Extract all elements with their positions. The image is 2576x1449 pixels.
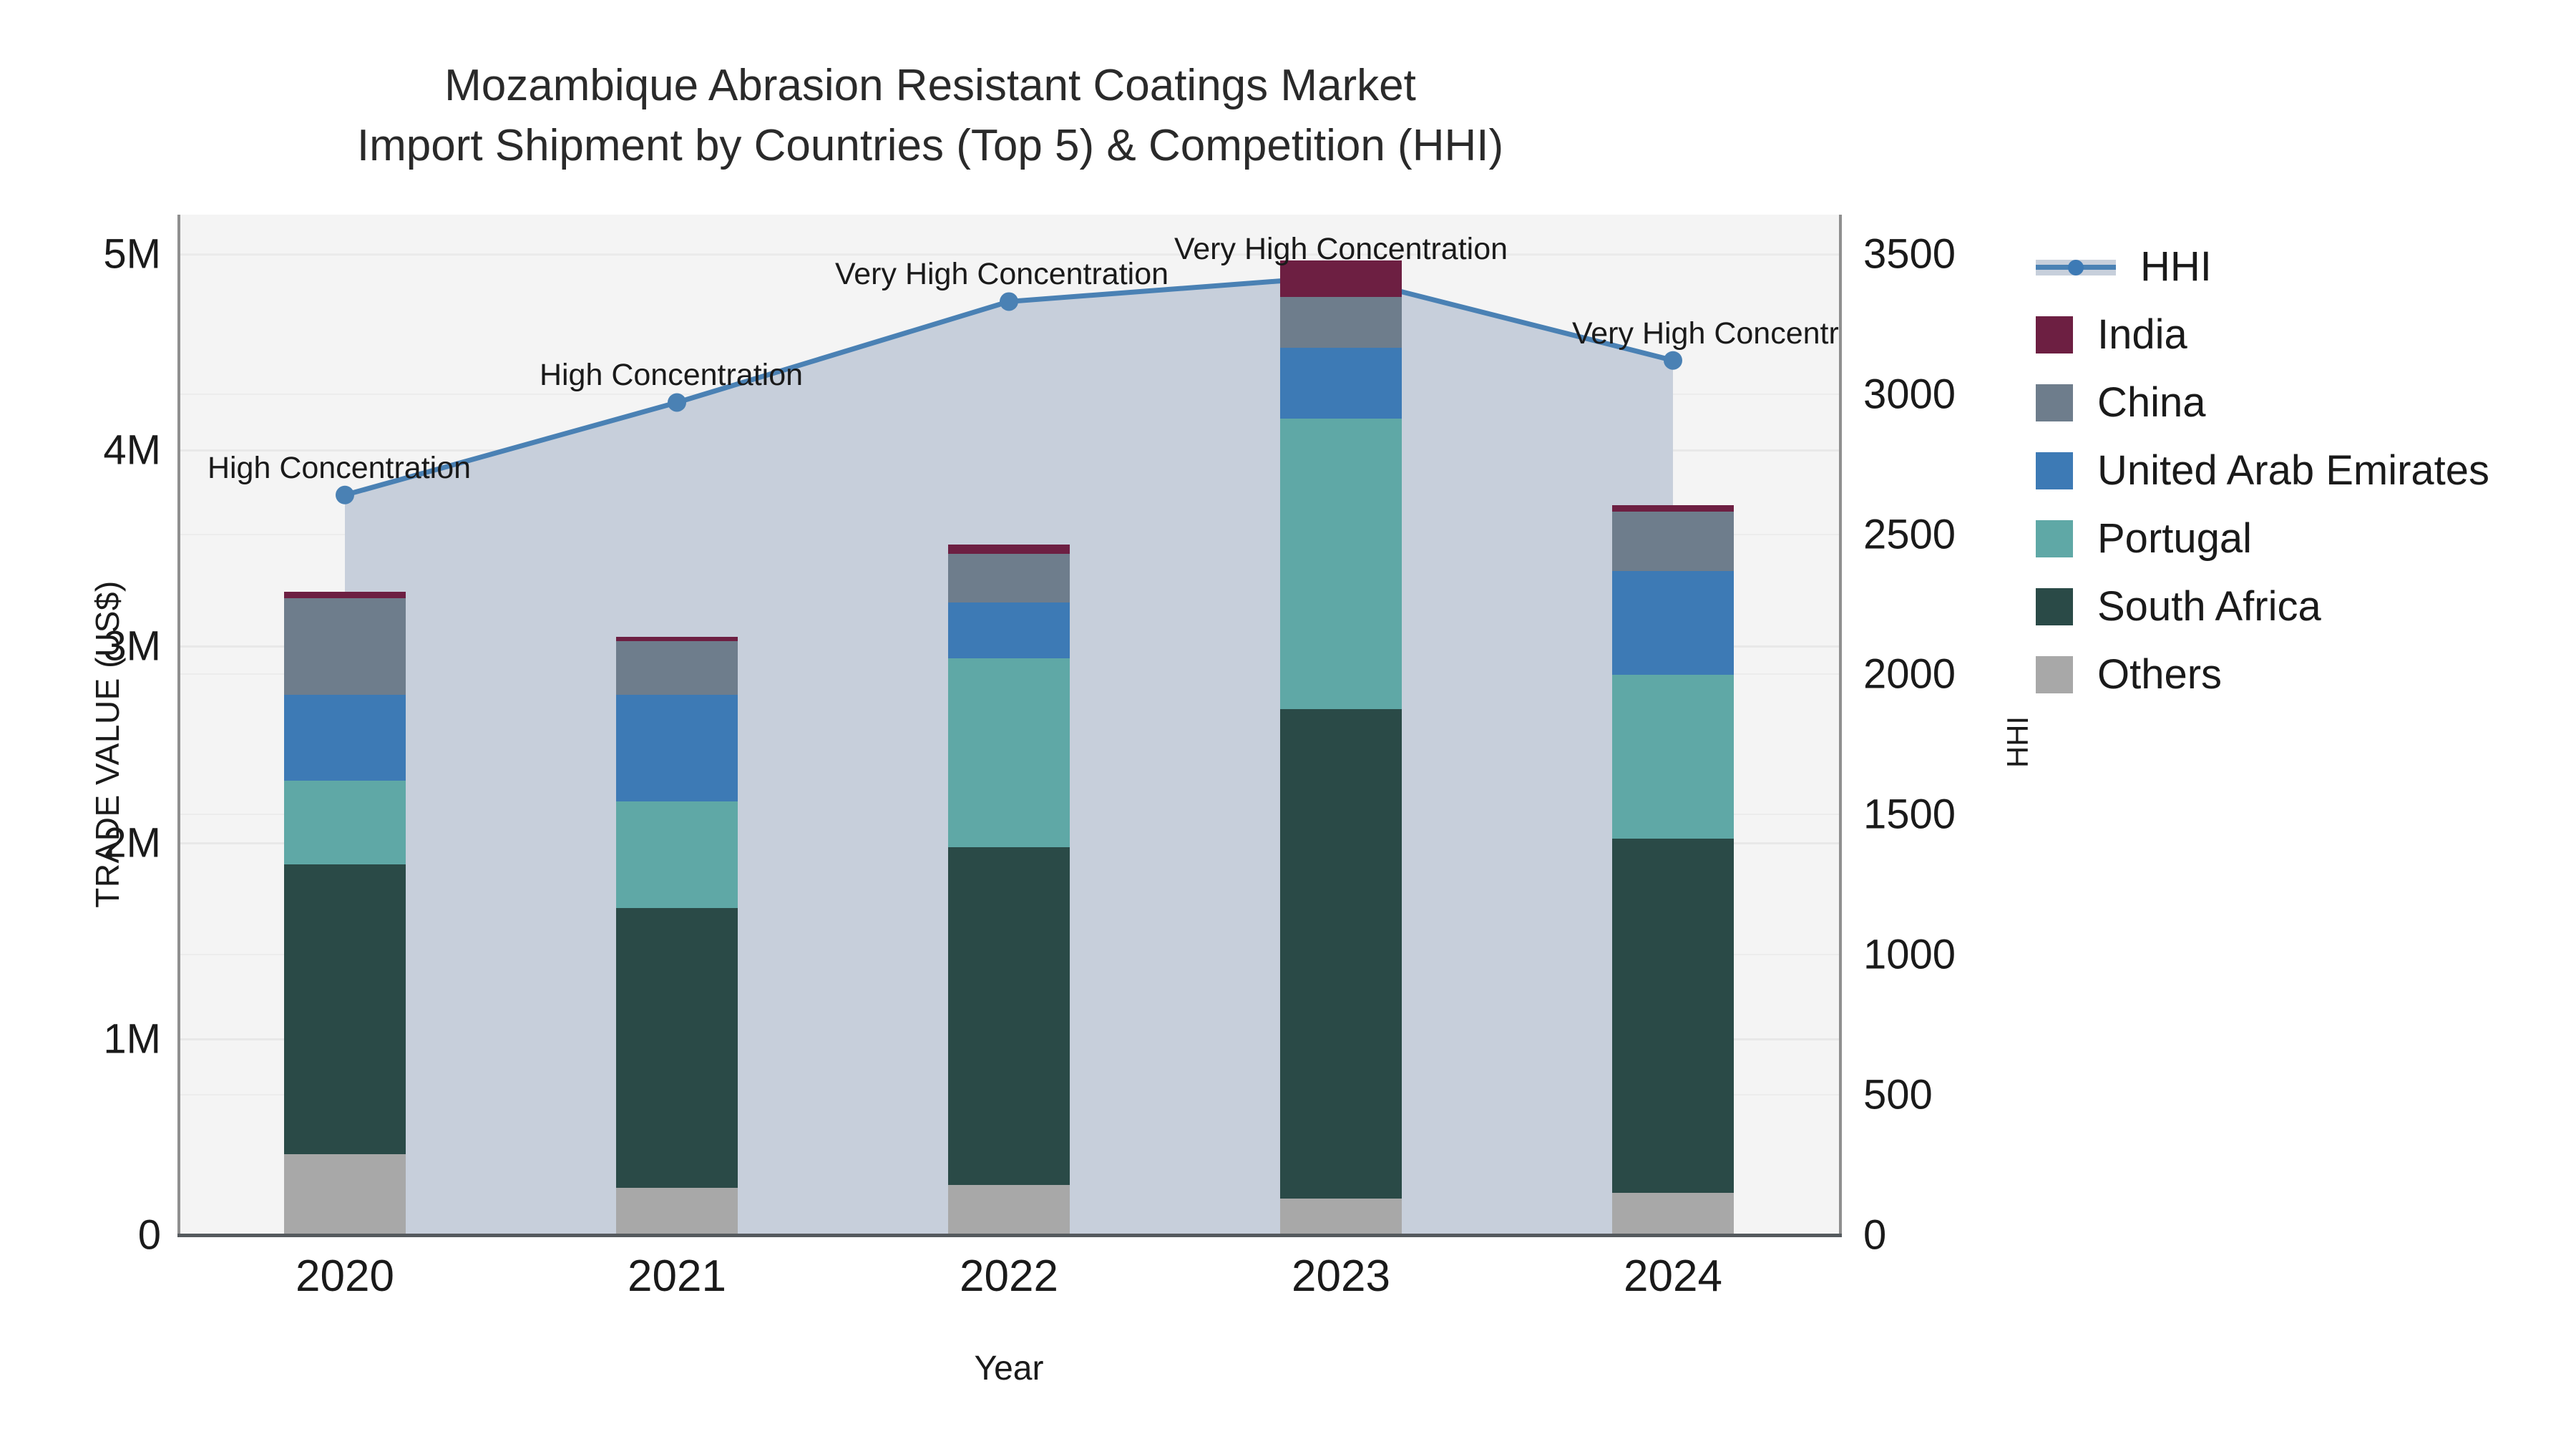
chart-title: Mozambique Abrasion Resistant Coatings M… — [0, 56, 1860, 175]
bar-segment-united-arab-emirates[interactable] — [616, 694, 738, 801]
x-tick-2024: 2024 — [1624, 1252, 1722, 1301]
bar-segment-india[interactable] — [616, 636, 738, 642]
annotation-2021: High Concentration — [539, 358, 804, 393]
chart-title-line-1: Mozambique Abrasion Resistant Coatings M… — [444, 61, 1416, 110]
y-tick-right: 3500 — [1863, 230, 1956, 278]
right-axis-line — [1839, 215, 1842, 1237]
y-tick-left: 5M — [103, 230, 161, 278]
bar-segment-others[interactable] — [948, 1185, 1070, 1235]
x-tick-2020: 2020 — [296, 1252, 394, 1301]
y-tick-right: 0 — [1863, 1211, 1887, 1259]
bar-segment-others[interactable] — [616, 1188, 738, 1235]
y-tick-right: 500 — [1863, 1071, 1933, 1118]
bar-segment-united-arab-emirates[interactable] — [284, 694, 406, 781]
legend-swatch-icon — [2036, 655, 2073, 693]
legend-swatch-icon — [2036, 519, 2073, 557]
bar-segment-india[interactable] — [948, 544, 1070, 555]
legend-label: Others — [2097, 651, 2223, 698]
bottom-axis-line — [177, 1234, 1842, 1237]
bar-segment-india[interactable] — [1612, 504, 1734, 512]
y-tick-right: 1500 — [1863, 791, 1956, 838]
chart-legend: HHI India China United Arab Emirates Portuga… — [2036, 233, 2489, 708]
bar-segment-south-africa[interactable] — [616, 908, 738, 1189]
legend-label: Portugal — [2097, 515, 2253, 562]
legend-item-united-arab-emirates[interactable]: United Arab Emirates — [2036, 436, 2489, 504]
bar-segment-china[interactable] — [1280, 297, 1402, 348]
y-tick-left: 4M — [103, 426, 161, 474]
bar-group-2023[interactable] — [1280, 215, 1402, 1235]
hhi-marker[interactable] — [1000, 292, 1018, 311]
legend-label: HHI — [2140, 243, 2212, 290]
plot-area: High Concentration High Concentration Very… — [179, 215, 1839, 1235]
x-tick-2021: 2021 — [628, 1252, 726, 1301]
bar-group-2022[interactable] — [948, 215, 1070, 1235]
legend-item-india[interactable]: India — [2036, 301, 2489, 369]
hhi-marker[interactable] — [336, 485, 354, 504]
legend-label: South Africa — [2097, 583, 2321, 630]
annotation-2024: Very High Concentration — [1571, 316, 1839, 351]
bar-segment-china[interactable] — [948, 554, 1070, 602]
y-tick-right: 2500 — [1863, 511, 1956, 558]
y-tick-left: 3M — [103, 623, 161, 670]
bar-segment-portugal[interactable] — [616, 801, 738, 909]
x-tick-2023: 2023 — [1292, 1252, 1390, 1301]
legend-item-china[interactable]: China — [2036, 369, 2489, 436]
y-tick-right: 1000 — [1863, 931, 1956, 978]
legend-swatch-icon — [2036, 587, 2073, 625]
legend-swatch-icon — [2036, 452, 2073, 489]
legend-item-south-africa[interactable]: South Africa — [2036, 572, 2489, 640]
legend-swatch-icon — [2036, 384, 2073, 421]
legend-swatch-icon — [2036, 316, 2073, 353]
y-tick-left: 2M — [103, 819, 161, 867]
bar-segment-portugal[interactable] — [948, 658, 1070, 848]
hhi-marker[interactable] — [1664, 351, 1682, 370]
bar-group-2021[interactable] — [616, 215, 738, 1235]
legend-item-others[interactable]: Others — [2036, 640, 2489, 708]
plot-inner: High Concentration High Concentration Very… — [179, 215, 1839, 1235]
legend-label: United Arab Emirates — [2097, 447, 2490, 494]
x-tick-2022: 2022 — [960, 1252, 1058, 1301]
bar-group-2020[interactable] — [284, 215, 406, 1235]
y-tick-right: 3000 — [1863, 371, 1956, 418]
annotation-2020: High Concentration — [207, 450, 472, 485]
bar-segment-others[interactable] — [1280, 1199, 1402, 1235]
y-tick-left: 1M — [103, 1015, 161, 1063]
bar-segment-china[interactable] — [616, 641, 738, 695]
bar-segment-united-arab-emirates[interactable] — [1612, 570, 1734, 675]
annotation-2022: Very High Concentration — [834, 257, 1169, 292]
legend-item-hhi[interactable]: HHI — [2036, 233, 2489, 301]
bar-segment-china[interactable] — [284, 598, 406, 695]
bar-segment-others[interactable] — [284, 1153, 406, 1235]
chart-title-line-2: Import Shipment by Countries (Top 5) & C… — [356, 120, 1504, 170]
bar-segment-portugal[interactable] — [284, 781, 406, 864]
hhi-line-icon — [2036, 248, 2116, 286]
legend-label: China — [2097, 379, 2206, 426]
bar-segment-united-arab-emirates[interactable] — [1280, 348, 1402, 419]
bar-segment-south-africa[interactable] — [1612, 839, 1734, 1194]
bar-segment-portugal[interactable] — [1612, 675, 1734, 839]
legend-item-portugal[interactable]: Portugal — [2036, 504, 2489, 572]
bar-segment-south-africa[interactable] — [284, 864, 406, 1154]
bar-segment-portugal[interactable] — [1280, 419, 1402, 710]
x-axis-label: Year — [974, 1350, 1044, 1387]
bar-segment-others[interactable] — [1612, 1193, 1734, 1235]
right-axis-label: HHI — [2001, 716, 2034, 769]
gridline-right — [179, 253, 1839, 255]
left-axis-line — [177, 215, 180, 1237]
hhi-marker[interactable] — [668, 393, 686, 412]
bar-segment-south-africa[interactable] — [1280, 709, 1402, 1199]
bar-group-2024[interactable] — [1612, 215, 1734, 1235]
y-tick-left: 0 — [137, 1211, 161, 1259]
left-axis-label: TRADE VALUE (US$) — [89, 580, 126, 908]
legend-label: India — [2097, 311, 2187, 358]
bar-segment-south-africa[interactable] — [948, 847, 1070, 1186]
bar-segment-china[interactable] — [1612, 512, 1734, 571]
annotation-2023: Very High Concentration — [1174, 232, 1508, 267]
y-tick-right: 2000 — [1863, 650, 1956, 698]
bar-segment-united-arab-emirates[interactable] — [948, 602, 1070, 658]
bar-segment-india[interactable] — [1280, 260, 1402, 298]
bar-segment-india[interactable] — [284, 591, 406, 599]
